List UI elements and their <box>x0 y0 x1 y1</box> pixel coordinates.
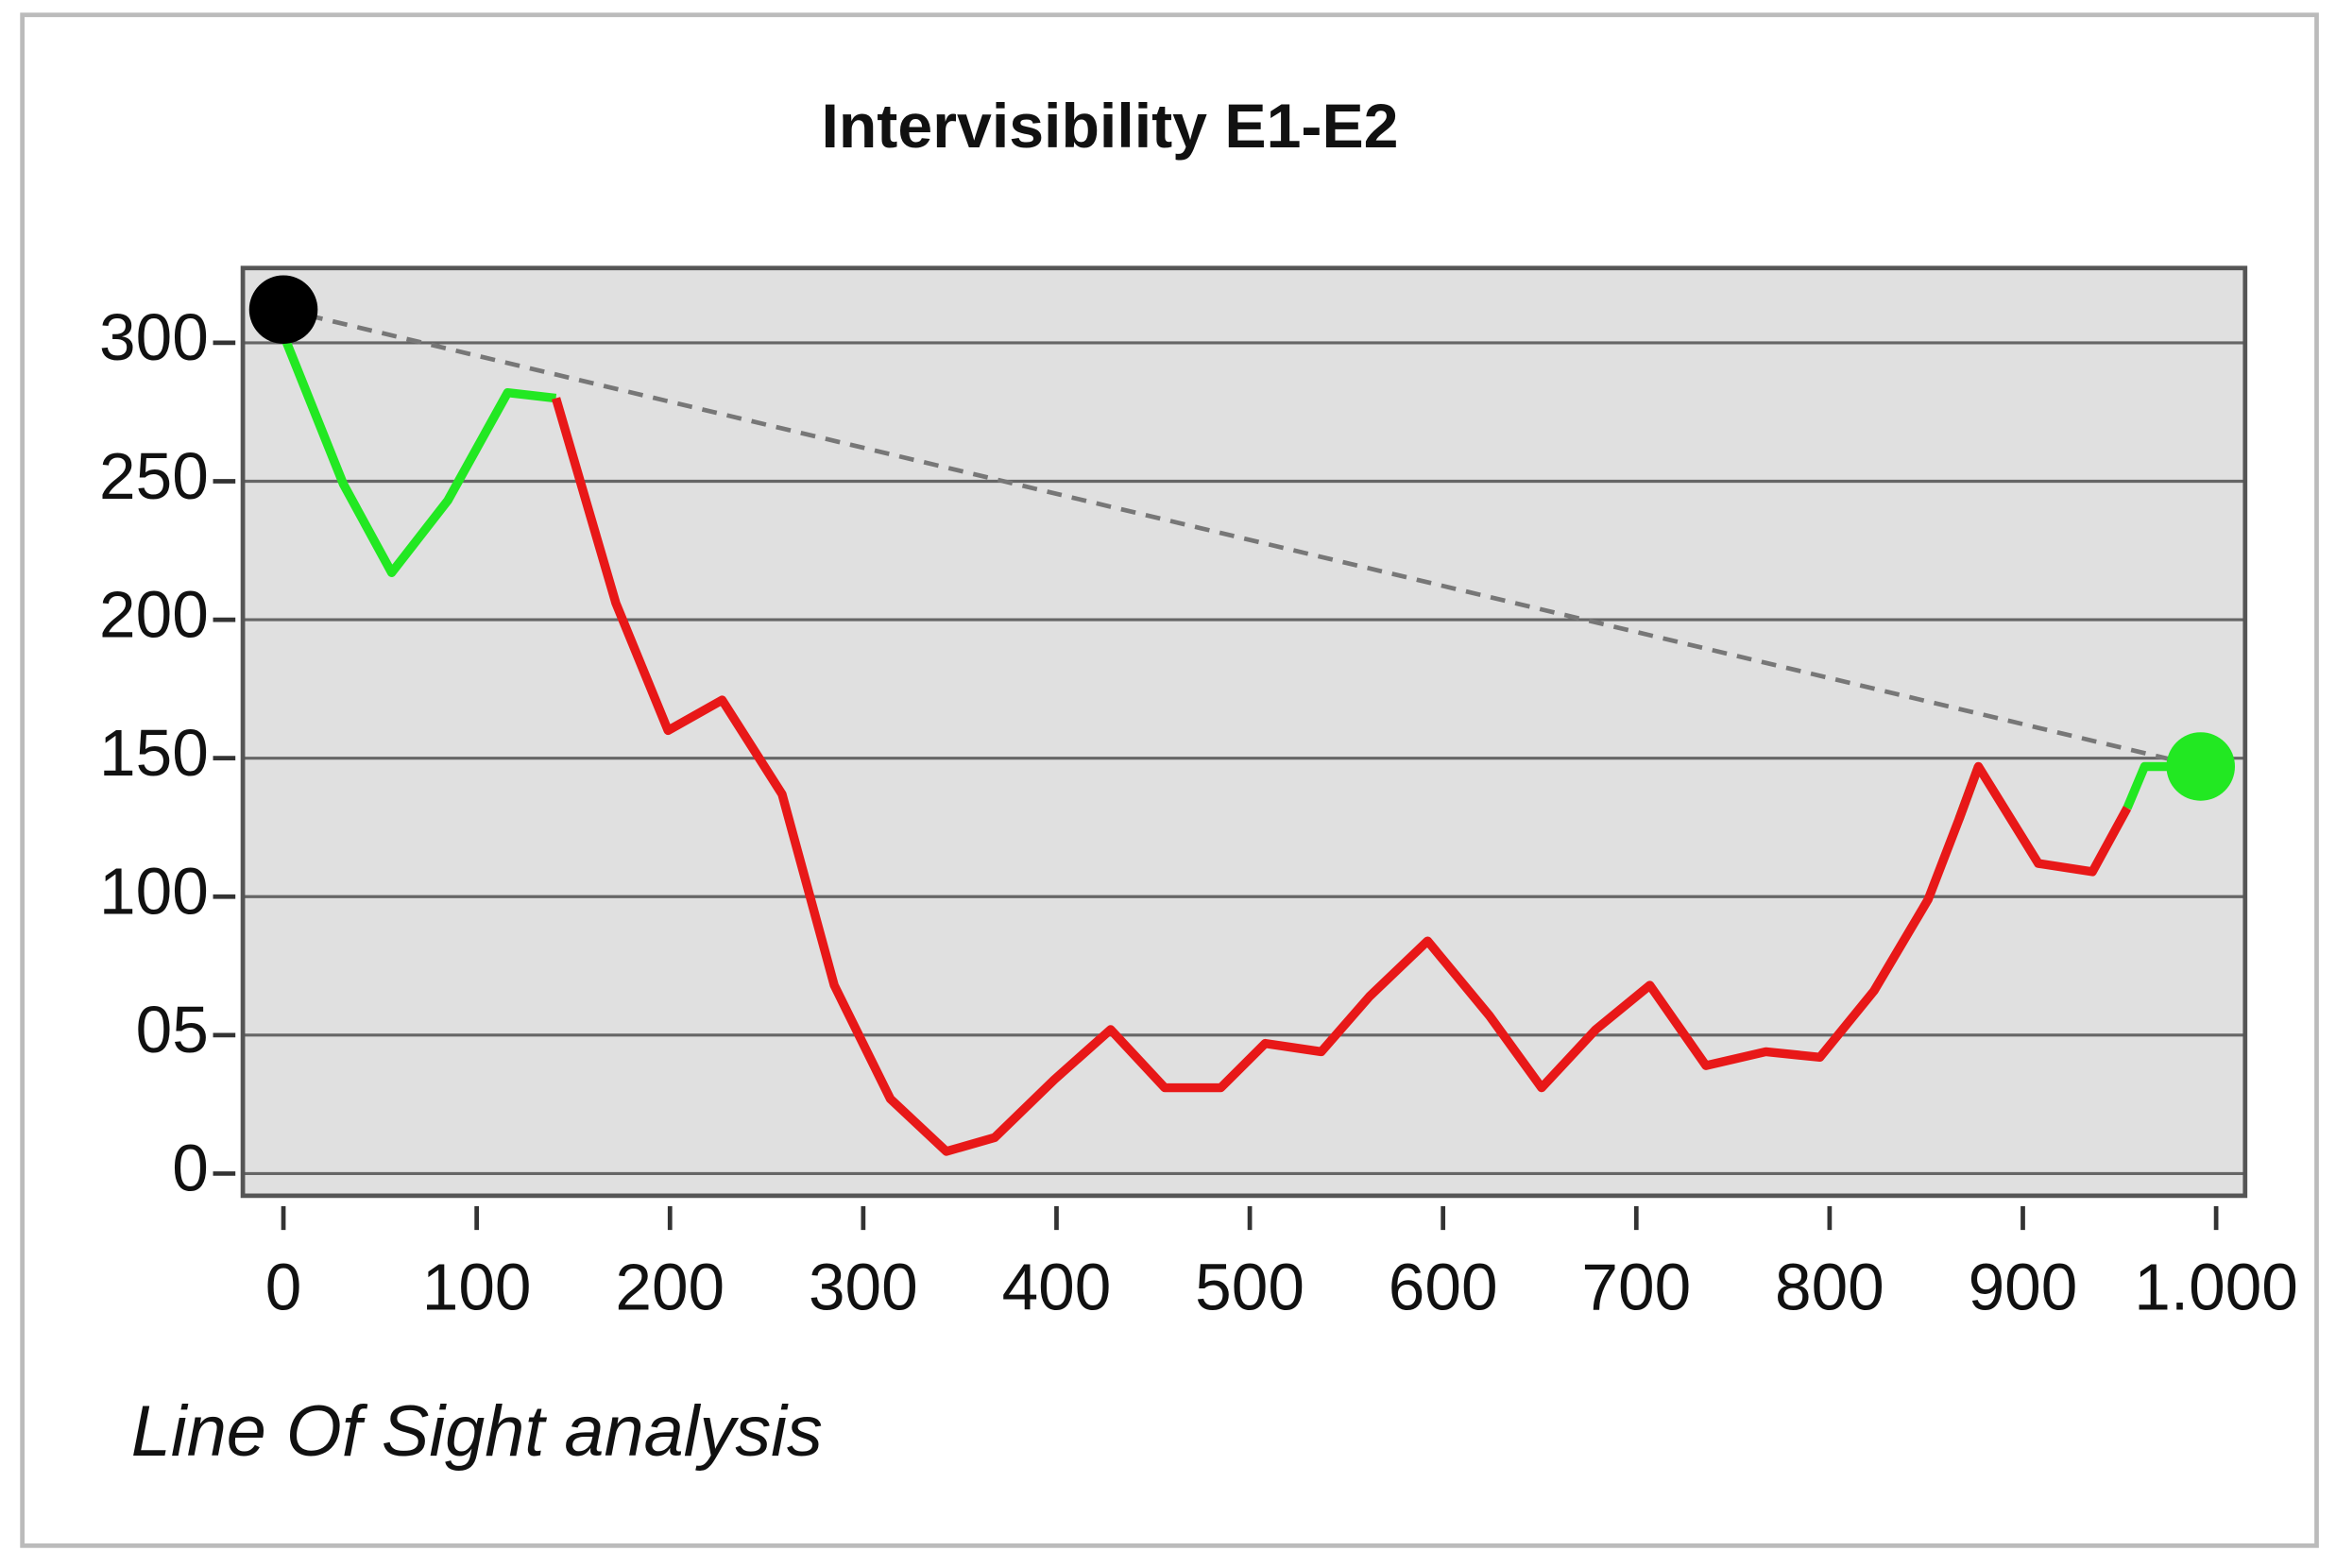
x-tick-label: 700 <box>1581 1251 1691 1324</box>
y-tick-label: 300 <box>99 300 209 374</box>
y-tick-label: 250 <box>99 439 209 513</box>
x-axis-label: Line Of Sight analysis <box>131 1391 823 1472</box>
x-tick-label: 200 <box>615 1251 725 1324</box>
chart-title: Intervisibility E1-E2 <box>821 92 1398 162</box>
x-tick-label: 100 <box>422 1251 532 1324</box>
x-tick-label: 800 <box>1775 1251 1884 1324</box>
plot-border <box>240 265 2248 1199</box>
x-tick-label: 0 <box>265 1251 302 1324</box>
y-tick-label: 150 <box>99 716 209 790</box>
sight-point <box>248 275 318 344</box>
y-tick-label: 200 <box>99 577 209 651</box>
sight-point <box>2166 732 2236 801</box>
x-tick-label: 900 <box>1969 1251 2078 1324</box>
x-tick-label: 500 <box>1195 1251 1304 1324</box>
y-tick-label: 0 <box>172 1132 209 1205</box>
x-tick-label: 300 <box>809 1251 918 1324</box>
profile-line <box>551 397 2132 1156</box>
x-tick-label: 600 <box>1389 1251 1498 1324</box>
plot-area <box>243 267 2245 1196</box>
x-tick-label: 400 <box>1002 1251 1112 1324</box>
x-tick-label: 1.000 <box>2134 1251 2298 1324</box>
y-tick-label: 100 <box>99 855 209 929</box>
y-tick-label: 05 <box>136 993 209 1066</box>
